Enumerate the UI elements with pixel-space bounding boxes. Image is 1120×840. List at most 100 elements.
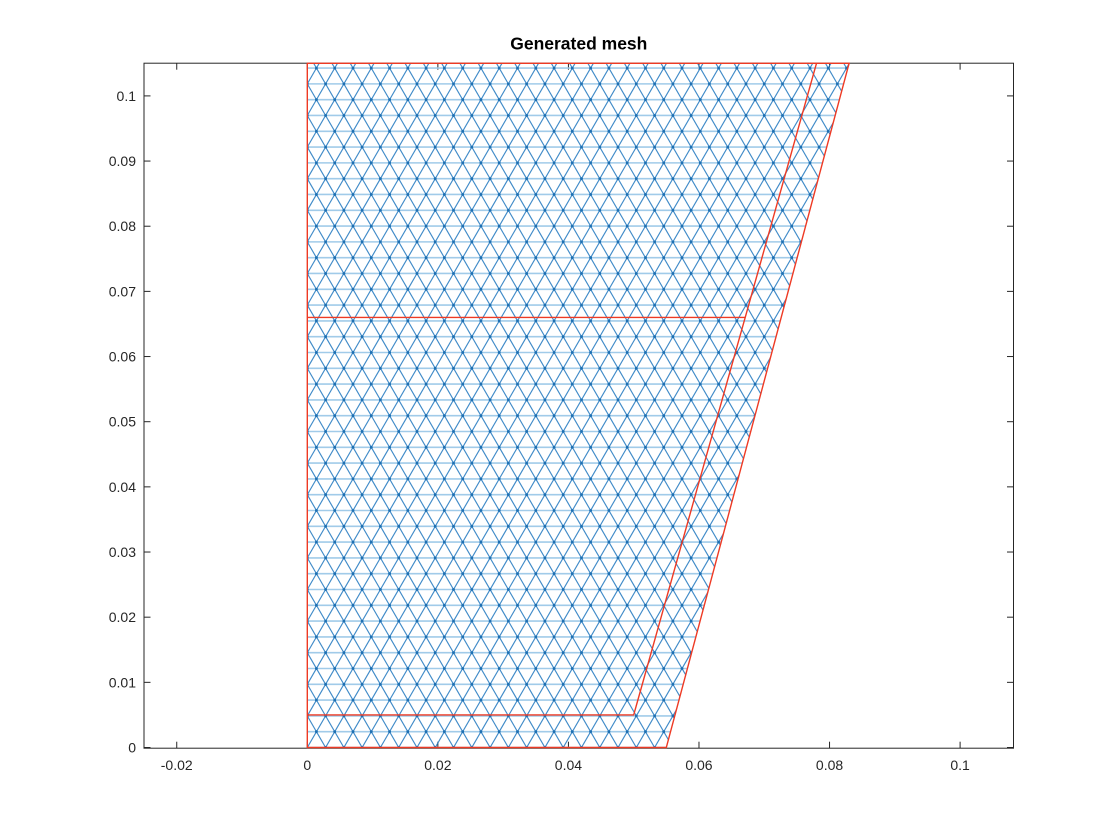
mesh-node [543,240,547,244]
mesh-node [351,351,355,354]
mesh-node [379,682,382,686]
mesh-node [433,524,437,528]
mesh-node [315,572,318,576]
mesh-node [708,82,711,86]
mesh-node [799,588,803,591]
mesh-node [634,619,638,623]
mesh-node [534,667,538,670]
mesh-node [808,509,812,512]
mesh-node [315,730,318,734]
mesh-node [470,651,474,655]
mesh-node [799,82,803,86]
mesh-node [863,98,866,101]
mesh-node [552,730,556,734]
mesh-node [644,287,647,291]
mesh-node [634,335,638,339]
mesh-node [333,351,337,354]
mesh-node [781,303,784,307]
mesh-node [488,303,492,307]
mesh-node [415,398,419,402]
mesh-node [379,240,382,244]
mesh-node [470,556,474,560]
mesh-node [497,287,501,291]
mesh-node [689,588,693,591]
mesh-node [671,303,675,307]
mesh-node [882,193,885,196]
mesh-diagonal-line [744,63,850,748]
mesh-node [534,256,538,260]
mesh-diagonal-line [307,63,700,748]
mesh-node [625,572,629,576]
mesh-node [689,366,693,370]
mesh-node [598,556,602,560]
mesh-node [753,66,757,70]
mesh-node [744,82,748,86]
mesh-node [653,240,656,244]
mesh-node [817,272,821,275]
mesh-node [461,256,465,260]
mesh-node [799,556,803,560]
mesh-node [580,524,583,528]
mesh-node [854,557,857,560]
mesh-node [507,240,510,244]
mesh-node [580,240,583,244]
mesh-node [753,445,757,449]
mesh-node [516,319,519,323]
mesh-node [708,651,711,655]
mesh-node [634,651,638,655]
mesh-node [379,208,382,212]
mesh-node [708,145,711,149]
mesh-node [415,651,419,655]
mesh-node [817,556,821,560]
mesh-node [360,82,364,86]
mesh-node [379,51,382,54]
mesh-diagonal-line [390,63,803,748]
mesh-node [452,240,455,244]
mesh-node [616,272,620,275]
mesh-node [689,461,693,465]
mesh-node [863,130,866,133]
mesh-node [397,493,401,497]
mesh-diagonal-line [780,63,850,748]
mesh-node [873,51,876,54]
mesh-node [882,541,885,544]
mesh-node [680,509,684,512]
mesh-node [406,224,410,228]
mesh-diagonal-line [506,63,850,748]
mesh-node [461,477,465,481]
mesh-node [616,430,620,433]
mesh-node [680,414,684,418]
mesh-node [570,572,574,576]
mesh-node [653,461,656,465]
mesh-node [662,98,666,102]
mesh-node [543,82,547,86]
mesh-node [580,366,583,370]
mesh-node [561,114,565,117]
mesh-node [315,224,318,228]
mesh-node [415,556,419,560]
mesh-node [653,651,656,655]
mesh-node [817,398,821,402]
mesh-node [470,177,474,181]
mesh-node [479,129,483,133]
mesh-node [543,493,547,497]
mesh-node [607,445,611,449]
mesh-node [762,524,766,528]
mesh-node [680,66,684,70]
mesh-diagonal-line [616,63,850,748]
x-tick-label: 0.04 [555,757,582,773]
mesh-node [589,414,592,418]
mesh-node [653,430,656,433]
mesh-node [397,208,401,212]
mesh-node [744,651,748,655]
mesh-node [689,682,693,686]
mesh-node [580,556,583,560]
mesh-node [479,161,483,165]
x-tick-label: 0 [303,757,311,773]
mesh-node [817,619,821,623]
mesh-node [644,572,647,576]
mesh-diagonal-line [646,63,850,748]
mesh-node [790,509,794,512]
mesh-node [333,287,337,291]
mesh-node [826,414,830,418]
